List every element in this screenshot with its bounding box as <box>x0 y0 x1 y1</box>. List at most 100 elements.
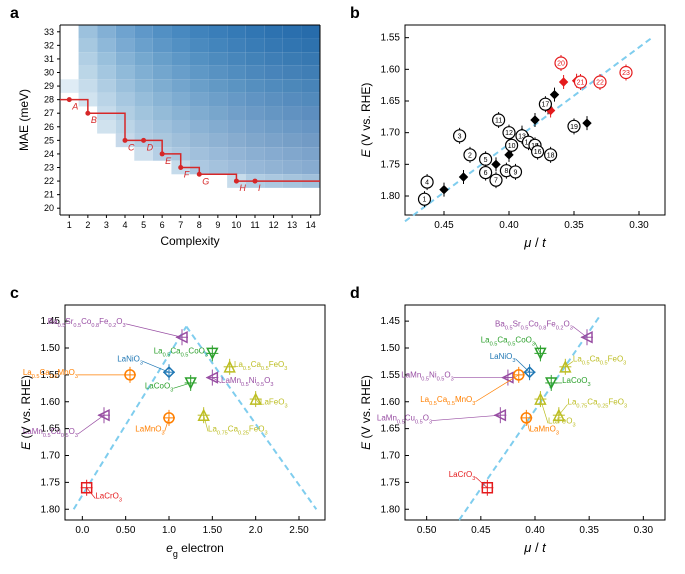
heatmap-chart: 1234567891011121314202122232425262728293… <box>10 5 330 255</box>
svg-text:9: 9 <box>215 220 220 230</box>
svg-text:7: 7 <box>178 220 183 230</box>
svg-text:29: 29 <box>44 81 54 91</box>
svg-text:31: 31 <box>44 54 54 64</box>
svg-text:1.45: 1.45 <box>381 316 401 327</box>
svg-text:2: 2 <box>85 220 90 230</box>
svg-text:La0.5Ca0.5CoO3: La0.5Ca0.5CoO3 <box>154 346 208 358</box>
svg-text:30: 30 <box>44 68 54 78</box>
svg-text:22: 22 <box>44 176 54 186</box>
svg-text:LaCrO3: LaCrO3 <box>95 492 122 504</box>
svg-text:12: 12 <box>505 130 513 137</box>
svg-text:μ / t: μ / t <box>523 235 547 250</box>
svg-text:8: 8 <box>197 220 202 230</box>
svg-text:La0.75Ca0.25FeO3: La0.75Ca0.25FeO3 <box>568 397 628 409</box>
svg-text:4: 4 <box>122 220 127 230</box>
svg-text:12: 12 <box>269 220 279 230</box>
scatter-chart-b: 0.450.400.350.301.551.601.651.701.751.80… <box>350 5 680 255</box>
svg-text:E (V vs. RHE): E (V vs. RHE) <box>359 83 373 158</box>
svg-text:LaMnO3: LaMnO3 <box>530 424 559 436</box>
svg-text:25: 25 <box>44 135 54 145</box>
svg-text:1.55: 1.55 <box>381 33 401 44</box>
svg-text:La0.75Ca0.25FeO3: La0.75Ca0.25FeO3 <box>208 424 268 436</box>
svg-text:1.70: 1.70 <box>381 451 401 462</box>
svg-text:1.70: 1.70 <box>41 451 61 462</box>
svg-text:LaMnO3: LaMnO3 <box>135 424 164 436</box>
panel-a-label: a <box>10 5 19 23</box>
svg-text:LaMn0.5Ni0.5O3: LaMn0.5Ni0.5O3 <box>401 371 454 383</box>
svg-text:22: 22 <box>596 80 604 87</box>
svg-text:23: 23 <box>622 70 630 77</box>
svg-text:La0.5Ca0.5CoO3: La0.5Ca0.5CoO3 <box>481 336 535 348</box>
svg-text:14: 14 <box>306 220 316 230</box>
svg-text:0.35: 0.35 <box>579 525 599 536</box>
svg-text:20: 20 <box>44 203 54 213</box>
svg-text:E (V vs. RHE): E (V vs. RHE) <box>359 375 373 450</box>
panel-d: d 0.500.450.400.350.301.451.501.551.601.… <box>350 285 680 560</box>
svg-text:Complexity: Complexity <box>160 234 219 248</box>
svg-text:4: 4 <box>425 180 429 187</box>
svg-text:24: 24 <box>44 149 54 159</box>
svg-text:3: 3 <box>104 220 109 230</box>
svg-text:LaNiO3: LaNiO3 <box>490 352 516 364</box>
svg-text:1.80: 1.80 <box>41 504 61 515</box>
svg-text:5: 5 <box>484 157 488 164</box>
svg-text:11: 11 <box>250 220 259 230</box>
svg-text:1: 1 <box>67 220 72 230</box>
svg-text:La0.5Ca0.5FeO3: La0.5Ca0.5FeO3 <box>234 360 287 372</box>
svg-text:18: 18 <box>547 152 555 159</box>
svg-text:E: E <box>165 156 172 166</box>
svg-text:H: H <box>239 183 246 193</box>
panel-c-label: c <box>10 285 19 303</box>
svg-text:3: 3 <box>458 133 462 140</box>
svg-text:F: F <box>184 170 190 180</box>
svg-text:2.50: 2.50 <box>289 525 309 536</box>
svg-text:17: 17 <box>542 102 550 109</box>
svg-text:1.75: 1.75 <box>41 477 61 488</box>
svg-text:20: 20 <box>557 61 565 68</box>
svg-text:LaCoO3: LaCoO3 <box>145 381 173 393</box>
svg-text:27: 27 <box>44 108 54 118</box>
svg-text:28: 28 <box>44 95 54 105</box>
svg-text:A: A <box>71 102 78 112</box>
svg-text:21: 21 <box>577 80 585 87</box>
scatter-chart-d: 0.500.450.400.350.301.451.501.551.601.65… <box>350 285 680 560</box>
svg-text:1.50: 1.50 <box>381 343 401 354</box>
svg-text:0.50: 0.50 <box>417 525 437 536</box>
svg-text:2.0: 2.0 <box>249 525 263 536</box>
svg-text:0.40: 0.40 <box>499 220 519 231</box>
svg-text:LaNiO3: LaNiO3 <box>117 354 143 366</box>
svg-text:G: G <box>202 176 209 186</box>
svg-text:16: 16 <box>534 149 542 156</box>
svg-text:0.30: 0.30 <box>629 220 649 231</box>
svg-text:B: B <box>91 115 97 125</box>
svg-text:E (V vs. RHE): E (V vs. RHE) <box>19 375 33 450</box>
svg-text:Ba0.5Sr0.5Co0.8Fe0.2O3: Ba0.5Sr0.5Co0.8Fe0.2O3 <box>495 320 573 332</box>
panel-c: c 0.00.501.01.502.02.501.451.501.551.601… <box>10 285 330 560</box>
svg-text:21: 21 <box>44 190 54 200</box>
svg-text:5: 5 <box>141 220 146 230</box>
svg-text:1: 1 <box>423 197 427 204</box>
svg-text:MAE (meV): MAE (meV) <box>17 89 31 151</box>
svg-text:1.80: 1.80 <box>381 504 401 515</box>
svg-text:D: D <box>147 142 154 152</box>
panel-d-label: d <box>350 285 360 303</box>
svg-text:1.60: 1.60 <box>41 397 61 408</box>
svg-text:0.45: 0.45 <box>471 525 491 536</box>
svg-text:LaCoO3: LaCoO3 <box>562 376 590 388</box>
svg-text:μ / t: μ / t <box>523 540 547 555</box>
svg-text:1.65: 1.65 <box>381 96 401 107</box>
svg-text:1.70: 1.70 <box>381 128 401 139</box>
svg-text:1.0: 1.0 <box>162 525 176 536</box>
svg-text:6: 6 <box>160 220 165 230</box>
svg-text:0.0: 0.0 <box>75 525 89 536</box>
svg-text:0.35: 0.35 <box>564 220 584 231</box>
panel-a: a 12345678910111213142021222324252627282… <box>10 5 330 255</box>
svg-text:1.55: 1.55 <box>381 370 401 381</box>
svg-text:9: 9 <box>514 169 518 176</box>
svg-text:C: C <box>128 142 135 152</box>
svg-text:32: 32 <box>44 40 54 50</box>
svg-text:19: 19 <box>570 124 578 131</box>
svg-text:0.30: 0.30 <box>634 525 654 536</box>
panel-b: b 0.450.400.350.301.551.601.651.701.751.… <box>350 5 680 255</box>
svg-text:0.40: 0.40 <box>525 525 545 536</box>
